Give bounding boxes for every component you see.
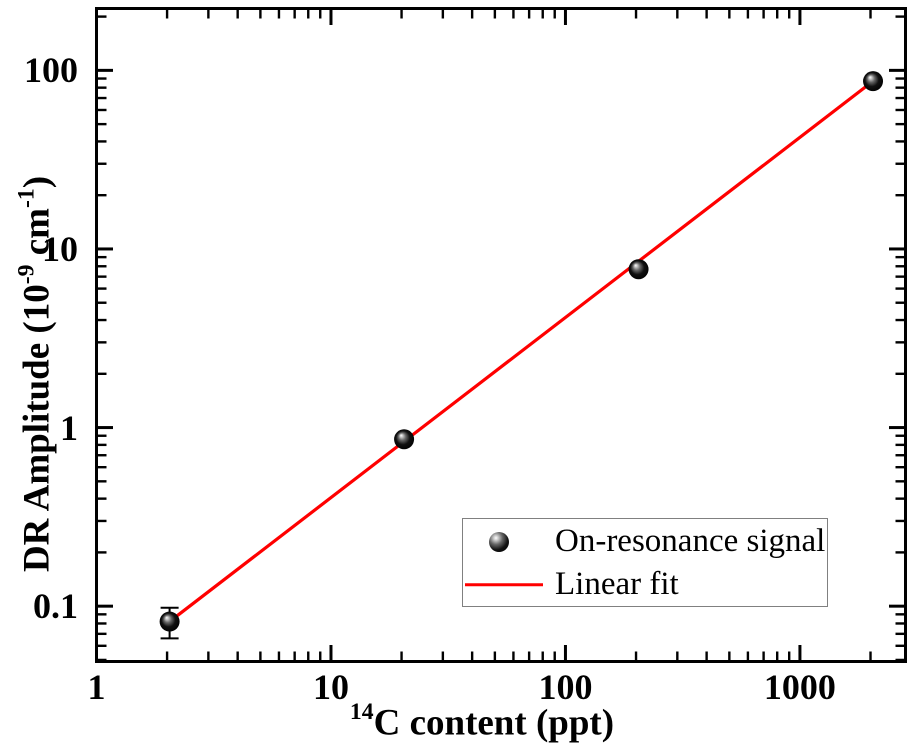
x-axis-label-superscript: 14 [349, 699, 374, 725]
x-axis-label-text: C content (ppt) [373, 702, 615, 744]
fit-line [167, 79, 875, 624]
legend-label-signal: On-resonance signal [555, 523, 826, 559]
legend: On-resonance signal Linear fit [462, 518, 828, 607]
sphere-marker-icon [489, 531, 509, 552]
legend-marker-area [463, 520, 555, 563]
data-point-sphere [394, 429, 415, 450]
x-tick-label: 1 [87, 667, 106, 707]
data-point-sphere [863, 71, 884, 92]
y-axis-label-text: ) [16, 175, 58, 189]
data-point-sphere [628, 259, 649, 280]
y-tick-label: 1 [60, 407, 78, 448]
fit-line-icon [465, 582, 543, 587]
plot-frame [95, 7, 907, 663]
y-axis-label-superscript: -1 [13, 188, 40, 209]
legend-entry-fit: Linear fit [463, 563, 827, 606]
y-tick-label: 100 [24, 50, 78, 91]
x-tick-label: 10 [312, 667, 349, 707]
legend-marker-area [463, 563, 555, 606]
legend-label-fit: Linear fit [555, 566, 679, 602]
x-tick-label: 100 [538, 667, 593, 707]
y-tick-label: 10 [42, 228, 78, 269]
x-axis-label: 14C content (ppt) [350, 694, 614, 743]
y-tick-label: 0.1 [33, 586, 78, 627]
data-point-sphere [159, 611, 180, 632]
legend-entry-signal: On-resonance signal [463, 520, 827, 563]
x-tick-label: 1000 [763, 667, 836, 707]
